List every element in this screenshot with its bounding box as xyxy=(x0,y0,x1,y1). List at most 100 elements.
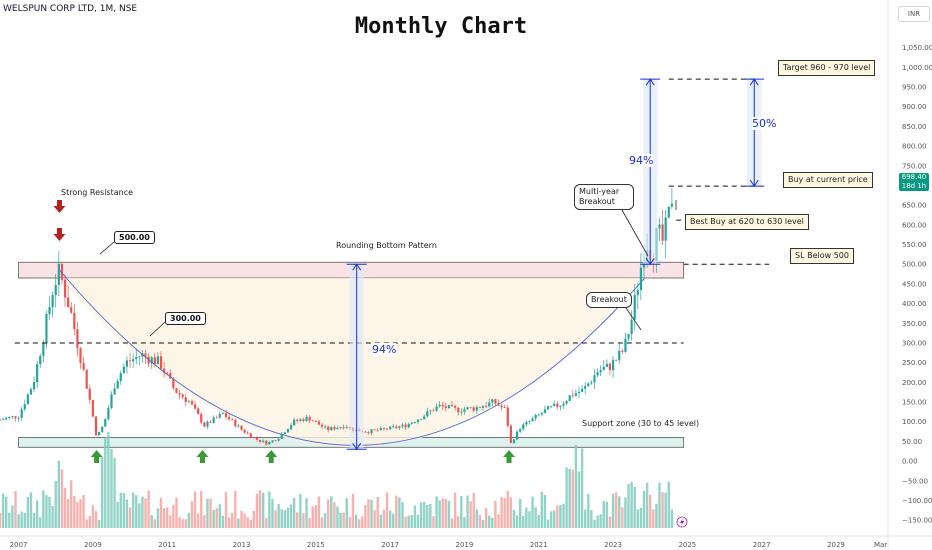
candle-body xyxy=(454,405,457,408)
volume-bar xyxy=(565,467,568,528)
resistance-arrow-bottom xyxy=(56,228,62,234)
candle-body xyxy=(571,395,574,397)
volume-bar xyxy=(590,510,593,528)
resistance-arrow-top-head xyxy=(53,206,66,213)
support-arrow-2012-stem xyxy=(199,457,205,463)
candle-body xyxy=(450,405,454,406)
volume-bar xyxy=(135,495,138,528)
volume-bar xyxy=(45,495,48,528)
candle-body xyxy=(639,267,643,291)
volume-bar xyxy=(203,515,206,528)
volume-bar xyxy=(70,480,73,528)
volume-bar xyxy=(66,499,70,528)
y-tick-label: 0.00 xyxy=(902,458,918,466)
volume-bar xyxy=(636,509,640,528)
volume-bar xyxy=(243,513,246,528)
volume-bar xyxy=(413,505,417,528)
candle-body xyxy=(376,429,379,431)
candle-body xyxy=(364,431,367,433)
candle-body xyxy=(166,372,169,374)
candle-body xyxy=(512,439,516,443)
volume-bar xyxy=(621,507,624,528)
candle-body xyxy=(206,421,209,427)
candle-body xyxy=(57,263,60,285)
candle-body xyxy=(327,426,330,431)
candle-body xyxy=(404,424,407,428)
tag-500: 500.00 xyxy=(114,231,155,244)
candle-body xyxy=(379,428,382,431)
volume-bar xyxy=(419,502,423,528)
candle-body xyxy=(212,417,215,423)
volume-bar xyxy=(438,500,441,528)
candle-body xyxy=(342,427,345,429)
volume-bar xyxy=(165,507,169,528)
volume-bar xyxy=(435,496,438,528)
candle-body xyxy=(522,424,525,430)
volume-bar xyxy=(562,503,565,528)
volume-bar xyxy=(379,514,383,528)
resistance-arrow-bottom-head xyxy=(53,234,66,241)
x-tick-label: 2015 xyxy=(307,541,325,549)
volume-bar xyxy=(611,493,615,528)
volume-bar xyxy=(571,469,575,528)
tag-300-leader xyxy=(149,321,166,337)
candle-body xyxy=(528,421,531,422)
candle-body xyxy=(243,429,246,433)
candle-body xyxy=(636,290,639,296)
volume-bar xyxy=(147,490,150,528)
candle-body xyxy=(382,428,386,429)
candle-body xyxy=(159,356,163,369)
candle-body xyxy=(82,362,85,370)
volume-bar xyxy=(577,471,581,528)
candle-body xyxy=(413,422,416,423)
candle-body xyxy=(0,419,2,421)
volume-bar xyxy=(354,514,358,528)
candle-body xyxy=(187,401,190,403)
volume-bar xyxy=(172,504,175,528)
volume-bar xyxy=(317,496,321,528)
candle-body xyxy=(14,416,17,419)
candle-body xyxy=(661,224,664,241)
candle-body xyxy=(630,319,633,335)
candle-body xyxy=(670,203,673,207)
volume-bar xyxy=(88,515,91,528)
volume-bar xyxy=(302,513,305,528)
volume-bar xyxy=(398,497,401,528)
volume-bar xyxy=(627,484,630,528)
volume-bar xyxy=(320,517,324,528)
candle-body xyxy=(178,393,181,395)
candle-body xyxy=(615,359,618,361)
volume-bar xyxy=(503,498,506,528)
candle-body xyxy=(580,388,584,392)
volume-bar xyxy=(200,491,203,528)
volume-bar xyxy=(4,496,8,528)
candle-body xyxy=(119,373,122,382)
volume-bar xyxy=(246,517,249,528)
volume-bar xyxy=(599,514,602,528)
candle-body xyxy=(262,440,265,442)
candle-body xyxy=(265,440,268,445)
candle-body xyxy=(624,338,627,352)
candle-body xyxy=(32,382,36,390)
candle-body xyxy=(333,427,336,430)
candle-body xyxy=(190,401,194,405)
volume-bar xyxy=(8,512,11,528)
x-tick-label: 2019 xyxy=(456,541,474,549)
candle-body xyxy=(29,389,33,395)
volume-bar xyxy=(602,501,605,528)
currency-selector[interactable]: INR xyxy=(898,6,930,22)
measured-move-left-pct: 94% xyxy=(372,343,397,356)
volume-bar xyxy=(624,497,627,528)
volume-bar xyxy=(314,505,318,528)
volume-bar xyxy=(79,499,82,528)
volume-bar xyxy=(528,511,531,528)
candle-body xyxy=(602,366,605,370)
candle-body xyxy=(463,409,466,412)
candle-body xyxy=(410,422,413,424)
volume-bar xyxy=(187,513,191,528)
volume-bar xyxy=(131,492,135,528)
candle-body xyxy=(469,407,472,409)
candle-body xyxy=(252,437,255,439)
candle-body xyxy=(305,416,308,422)
